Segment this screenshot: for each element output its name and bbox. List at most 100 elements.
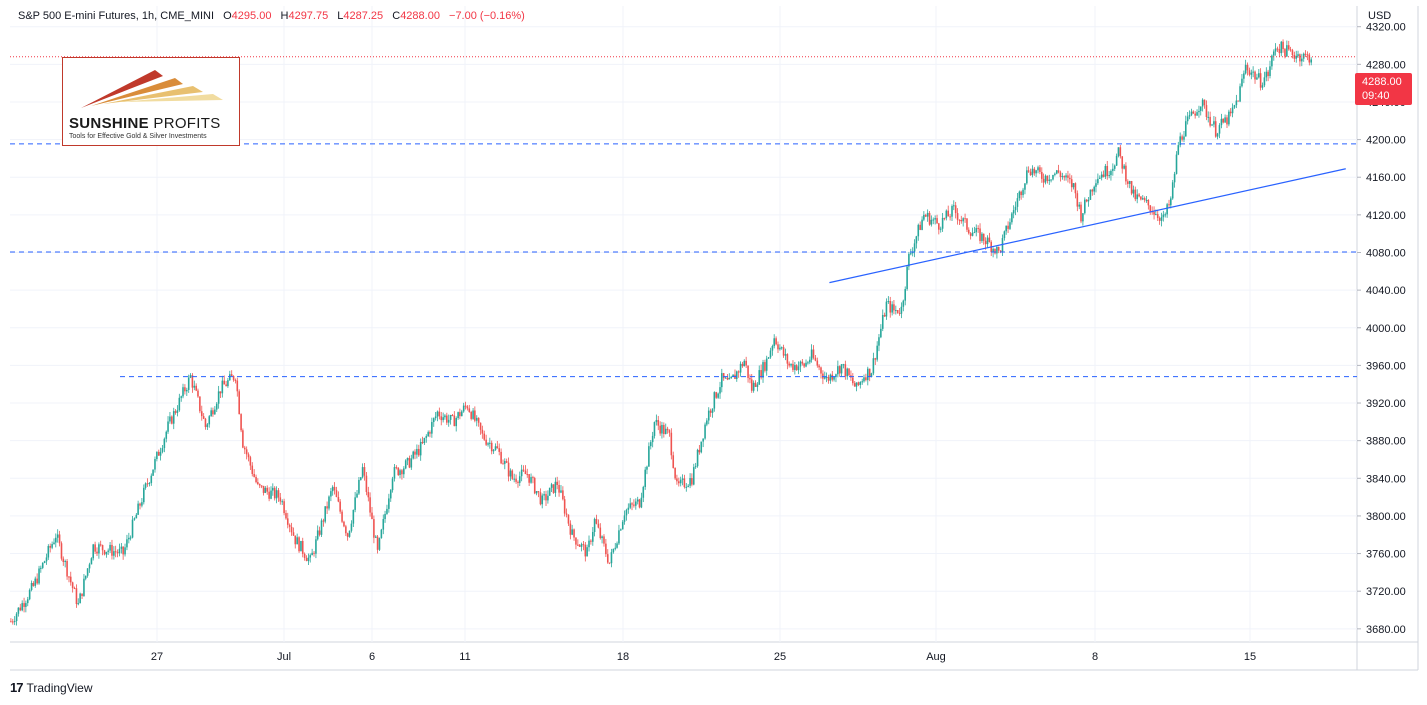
candle (1271, 54, 1273, 70)
candle-body (1235, 100, 1238, 106)
candle-body (294, 535, 297, 545)
candle (199, 396, 201, 414)
candle (51, 541, 53, 550)
candle-body (1115, 155, 1118, 166)
candle (451, 413, 454, 417)
candle-body (337, 497, 340, 502)
candle (135, 513, 138, 519)
candle (444, 414, 446, 420)
candle (13, 616, 16, 626)
candle (247, 452, 250, 462)
candle-body (904, 289, 907, 301)
candle-body (171, 416, 173, 424)
candle (245, 446, 248, 460)
candle (934, 215, 936, 225)
candle-body (707, 410, 710, 421)
candle-body (908, 253, 910, 267)
candle (623, 510, 626, 525)
candle (657, 415, 660, 431)
candle (883, 312, 886, 317)
candle-body (855, 382, 858, 387)
candle (997, 246, 1000, 254)
candle (848, 368, 850, 377)
candle (1269, 60, 1271, 79)
candle-body (481, 429, 484, 434)
candle-body (747, 365, 749, 378)
candle (472, 407, 474, 420)
symbol-title[interactable]: S&P 500 E-mini Futures, 1h, CME_MINI (18, 10, 215, 22)
candle-body (833, 376, 835, 380)
candle-body (853, 383, 856, 387)
candle-body (475, 417, 478, 421)
candle-body (861, 381, 864, 383)
candle (81, 593, 83, 600)
candle-body (60, 543, 63, 559)
candle (1207, 111, 1210, 123)
candle (1042, 173, 1045, 188)
candle (810, 344, 813, 363)
candle-body (1113, 165, 1116, 169)
candle (477, 417, 480, 427)
candle (356, 489, 358, 499)
candle (41, 562, 44, 570)
candle (1179, 132, 1181, 148)
candle (825, 372, 828, 383)
candle (1244, 59, 1247, 75)
candle-body (528, 474, 530, 483)
candle (592, 527, 594, 546)
candle (116, 549, 119, 558)
candle-body (765, 358, 768, 371)
candle-body (30, 582, 33, 591)
candle (816, 357, 819, 368)
candle (335, 486, 338, 498)
candle (1222, 118, 1224, 124)
candle-body (1181, 136, 1183, 140)
tradingview-brand[interactable]: 17 TradingView (10, 680, 93, 695)
candle-body (1022, 189, 1024, 196)
candle-body (137, 503, 139, 515)
candle (1205, 100, 1208, 121)
candle (1156, 209, 1159, 222)
candle (489, 437, 491, 449)
candle (1009, 218, 1011, 230)
candle-body (906, 266, 908, 290)
candle-body (174, 411, 177, 413)
candle-body (567, 514, 570, 524)
candle (1216, 132, 1219, 140)
candle-body (524, 470, 527, 475)
candle-body (165, 431, 168, 439)
currency-label[interactable]: USD (1368, 10, 1392, 22)
candle-body (191, 375, 194, 388)
candle (967, 227, 970, 235)
candle-body (881, 314, 884, 329)
candle-body (156, 451, 158, 460)
candle-body (578, 545, 581, 547)
candle-body (23, 603, 25, 607)
candle (161, 445, 164, 454)
candle (638, 498, 641, 509)
candle-body (1057, 170, 1060, 173)
candle (470, 410, 472, 421)
candle-body (301, 540, 304, 554)
candle (301, 537, 304, 558)
candle (54, 533, 57, 548)
candle (629, 497, 632, 510)
candle (487, 442, 489, 447)
candle (1102, 170, 1105, 178)
candle (651, 431, 654, 448)
candle (1162, 210, 1165, 222)
candle (229, 370, 231, 381)
candle (90, 557, 93, 565)
candle-body (193, 385, 196, 388)
candle-body (653, 422, 656, 436)
candle (490, 440, 493, 455)
candle-body (691, 478, 693, 485)
candle-body (919, 224, 921, 230)
candle (605, 538, 607, 557)
candle (666, 426, 669, 434)
candle (212, 407, 214, 417)
candle (275, 486, 278, 504)
candle-body (837, 366, 839, 375)
